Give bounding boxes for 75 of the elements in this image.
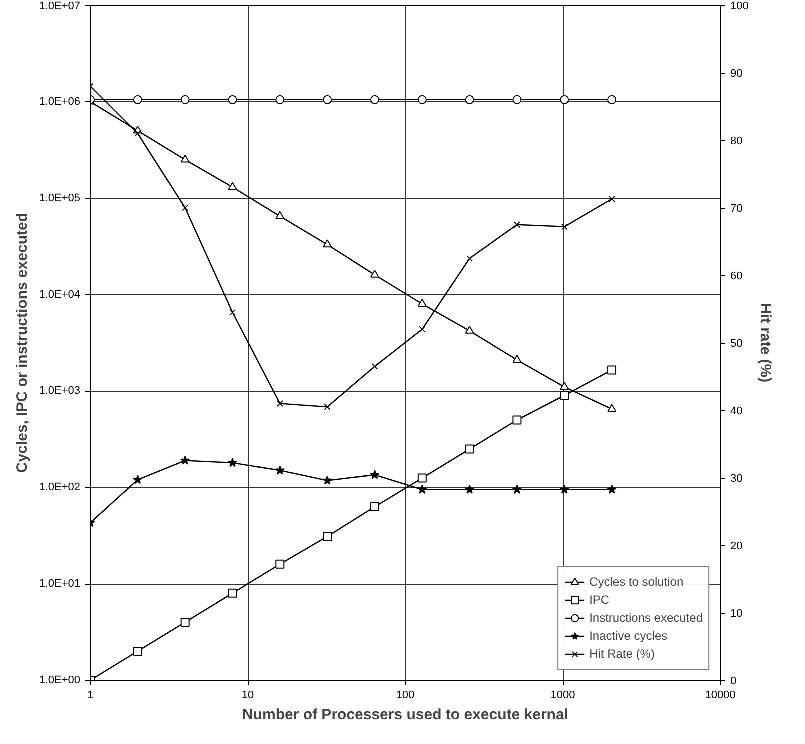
y2-tick-label: 0 bbox=[730, 676, 737, 688]
point bbox=[465, 326, 474, 334]
point bbox=[607, 484, 617, 494]
point bbox=[323, 532, 332, 542]
y2-tick-label: 70 bbox=[730, 203, 743, 215]
y2-tick-label: 90 bbox=[730, 68, 743, 80]
x-tick-label: 10 bbox=[242, 690, 254, 702]
y-tick-label: 1.0E+03 bbox=[39, 385, 81, 398]
point bbox=[560, 382, 570, 390]
legend-label: IPC bbox=[590, 592, 610, 609]
point bbox=[608, 404, 617, 412]
point bbox=[275, 466, 285, 475]
y2-tick-label: 100 bbox=[730, 0, 749, 12]
legend-label: Inactive cycles bbox=[590, 628, 668, 645]
x-tick-label: 1 bbox=[87, 690, 94, 702]
point bbox=[180, 95, 190, 104]
point bbox=[133, 95, 142, 104]
point bbox=[560, 391, 570, 400]
point bbox=[465, 484, 475, 494]
point bbox=[133, 646, 142, 656]
point bbox=[228, 95, 238, 104]
y2-tick-label: 40 bbox=[730, 406, 743, 418]
y2-tick-label: 10 bbox=[730, 608, 743, 620]
point bbox=[418, 484, 428, 494]
point bbox=[276, 211, 285, 220]
point bbox=[370, 95, 380, 104]
y-tick-label: 1.0E+06 bbox=[39, 96, 81, 108]
point bbox=[512, 355, 522, 363]
y2-axis-title: Hit rate (%) bbox=[756, 303, 774, 383]
y-tick-label: 1.0E+00 bbox=[39, 674, 81, 686]
y-tick-label: 1.0E+01 bbox=[39, 578, 81, 590]
point bbox=[276, 560, 285, 569]
x-tick-label: 100 bbox=[396, 690, 415, 702]
y-tick-label: 1.0E+07 bbox=[39, 0, 81, 12]
x-tick-label: 1000 bbox=[550, 690, 576, 702]
y2-tick-label: 30 bbox=[730, 473, 743, 485]
legend-label: Cycles to solution bbox=[590, 574, 684, 591]
point bbox=[608, 95, 617, 104]
x-tick-label: 10000 bbox=[705, 690, 736, 702]
point bbox=[418, 95, 427, 104]
point bbox=[465, 95, 474, 104]
point bbox=[180, 154, 190, 163]
point bbox=[512, 95, 522, 104]
y-tick-label: 1.0E+05 bbox=[39, 192, 81, 204]
point bbox=[180, 618, 190, 627]
point bbox=[370, 270, 380, 278]
x-axis-title: Number of Processers used to execute kernal bbox=[242, 706, 568, 724]
y-tick-label: 1.0E+04 bbox=[39, 288, 81, 301]
point bbox=[465, 444, 474, 454]
point bbox=[608, 366, 617, 375]
point bbox=[560, 95, 570, 104]
y2-tick-label: 80 bbox=[730, 136, 743, 148]
point bbox=[512, 484, 522, 494]
point bbox=[418, 299, 427, 307]
y2-tick-label: 50 bbox=[730, 338, 743, 350]
point bbox=[512, 416, 522, 425]
point bbox=[418, 474, 427, 483]
point bbox=[370, 470, 380, 480]
y-axis-title: Cycles, IPC or instructions executed bbox=[14, 212, 32, 474]
point bbox=[560, 484, 570, 494]
point bbox=[228, 588, 238, 598]
point bbox=[228, 458, 238, 468]
point bbox=[322, 476, 332, 485]
y2-tick-label: 20 bbox=[730, 540, 743, 552]
point bbox=[276, 95, 285, 104]
y-tick-label: 1.0E+02 bbox=[39, 482, 81, 494]
point bbox=[323, 95, 332, 104]
point bbox=[323, 240, 332, 248]
point bbox=[370, 502, 380, 512]
y2-tick-label: 60 bbox=[730, 270, 743, 282]
legend-label: Hit Rate (%) bbox=[590, 646, 655, 663]
point bbox=[133, 475, 143, 484]
legend-label: Instructions executed bbox=[590, 610, 703, 627]
point bbox=[180, 456, 190, 465]
point bbox=[228, 182, 238, 190]
